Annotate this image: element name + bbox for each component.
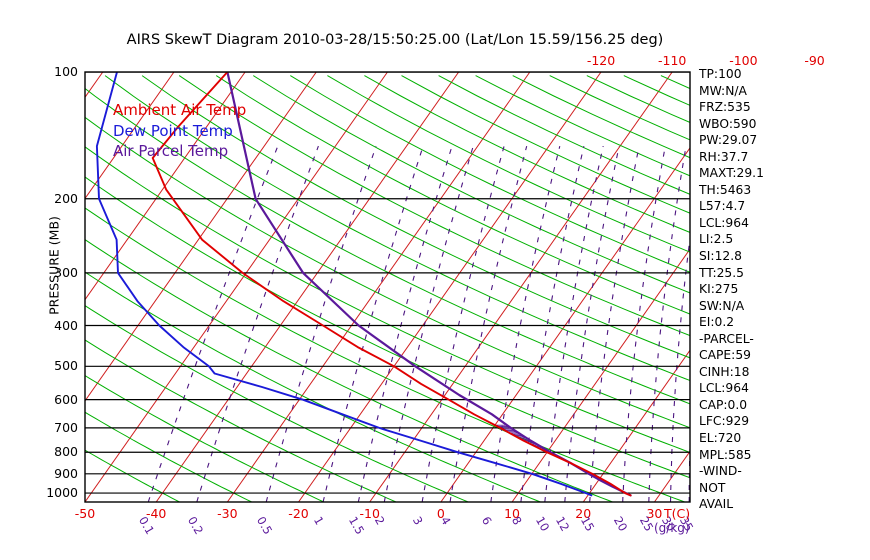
index-row: EI:0.2 xyxy=(699,315,735,330)
index-row: RH:37.7 xyxy=(699,149,749,164)
page-title: AIRS SkewT Diagram 2010-03-28/15:50:25.0… xyxy=(126,32,664,48)
pressure-tick-800: 800 xyxy=(54,444,78,460)
index-row: TP:100 xyxy=(699,67,742,81)
legend-item-dewpoint: Dew Point Temp xyxy=(113,121,233,140)
bottom-temp-tick--40: -40 xyxy=(145,506,167,521)
top-temp-tick--90: -90 xyxy=(804,53,825,68)
index-row: L57:4.7 xyxy=(699,199,746,214)
pressure-tick-300: 300 xyxy=(54,264,78,280)
index-row: SW:N/A xyxy=(699,298,745,313)
index-row: -WIND- xyxy=(699,464,742,479)
index-row: CINH:18 xyxy=(699,364,750,379)
pressure-tick-200: 200 xyxy=(54,190,78,206)
bottom-temp-tick-0: 0 xyxy=(436,506,445,521)
pressure-tick-500: 500 xyxy=(54,358,78,374)
top-temp-tick--110: -110 xyxy=(658,53,687,68)
index-row: -PARCEL- xyxy=(699,331,754,346)
legend: Ambient Air Temp Dew Point Temp Air Parc… xyxy=(113,100,246,162)
index-row: LFC:929 xyxy=(699,414,750,429)
top-temp-tick--100: -100 xyxy=(729,53,758,68)
index-row: TH:5463 xyxy=(699,182,752,197)
index-row: NOT xyxy=(699,480,726,495)
bottom-temp-tick--20: -20 xyxy=(288,506,309,521)
index-row: LCL:964 xyxy=(699,215,749,230)
index-row: EL:720 xyxy=(699,431,742,446)
bottom-temp-tick--30: -30 xyxy=(217,506,238,521)
index-row: PW:29.07 xyxy=(699,133,758,148)
index-row: MW:N/A xyxy=(699,83,747,98)
x-axis-label-temp: T(C) xyxy=(664,506,691,521)
index-row: AVAIL xyxy=(699,497,734,512)
pressure-tick-900: 900 xyxy=(54,465,78,481)
bottom-temp-tick--50: -50 xyxy=(74,506,96,521)
index-row: KI:275 xyxy=(699,282,739,297)
bottom-temp-tick-20: 20 xyxy=(575,506,592,521)
index-row: SI:12.8 xyxy=(699,249,742,264)
pressure-tick-600: 600 xyxy=(54,391,78,407)
pressure-tick-700: 700 xyxy=(54,419,78,435)
index-row: FRZ:535 xyxy=(699,100,751,115)
index-row: WBO:590 xyxy=(699,116,757,131)
index-row: CAPE:59 xyxy=(699,348,751,363)
pressure-tick-1000: 1000 xyxy=(46,485,78,501)
index-row: LI:2.5 xyxy=(699,232,734,247)
bottom-temp-tick-10: 10 xyxy=(504,506,520,521)
x-axis-label-mixing: (g/kg) xyxy=(654,521,690,535)
pressure-tick-400: 400 xyxy=(54,317,78,333)
index-row: LCL:964 xyxy=(699,381,749,396)
top-temp-tick--120: -120 xyxy=(586,53,616,68)
index-row: MAXT:29.1 xyxy=(699,166,764,181)
legend-item-parcel: Air Parcel Temp xyxy=(113,142,229,160)
index-row: TT:25.5 xyxy=(699,265,744,280)
bottom-temp-tick-30: 30 xyxy=(646,506,663,521)
index-row: MPL:585 xyxy=(699,447,752,462)
bottom-temp-tick--10: -10 xyxy=(359,506,380,521)
legend-item-ambient: Ambient Air Temp xyxy=(113,101,247,119)
indices-panel: TP:100 MW:N/A FRZ:535 WBO:590 PW:29.07 RH:37.… xyxy=(699,66,869,513)
index-row: CAP:0.0 xyxy=(699,397,748,412)
pressure-tick-100: 100 xyxy=(54,64,78,79)
